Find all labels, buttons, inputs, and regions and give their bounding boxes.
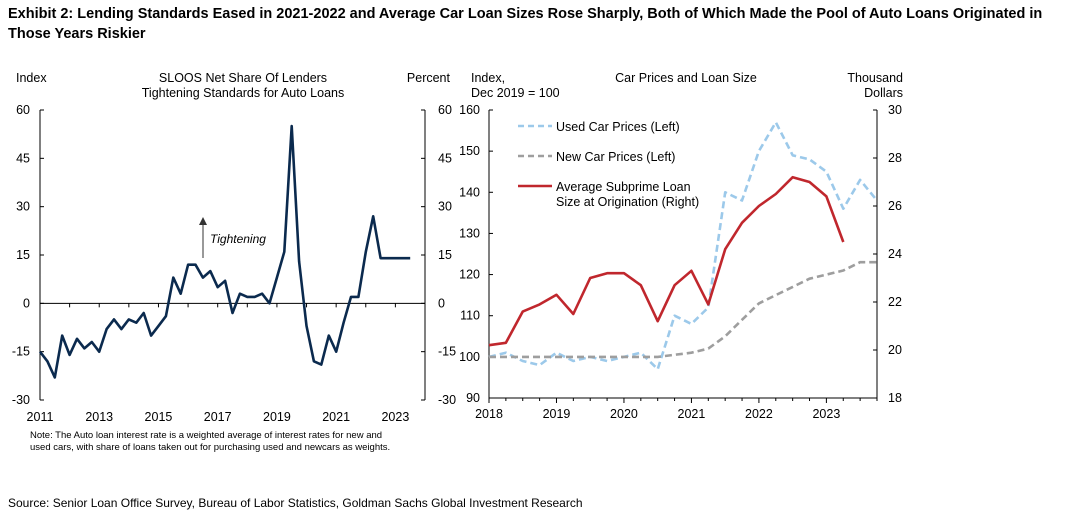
- c2-ytick-label-left: 110: [460, 309, 480, 323]
- tightening-annotation: Tightening: [210, 232, 266, 246]
- c2-ytick-label-right: 24: [888, 247, 902, 261]
- c2-xtick-label: 2019: [543, 407, 571, 421]
- c1-xtick-label: 2021: [322, 410, 350, 424]
- c2-xtick-label: 2018: [475, 407, 503, 421]
- c1-ytick-label-left: 0: [23, 296, 30, 310]
- tightening-arrowhead: [199, 217, 207, 225]
- c1-ytick-label-left: 15: [16, 248, 30, 262]
- c2-xtick-label: 2020: [610, 407, 638, 421]
- c2-legend: Used Car Prices (Left) New Car Prices (L…: [518, 120, 699, 209]
- c2-title: Car Prices and Loan Size: [615, 71, 757, 85]
- c1-ytick-label-right: 60: [438, 103, 452, 117]
- c2-ytick-label-left: 130: [459, 226, 480, 240]
- c1-ytick-label-right: -30: [438, 393, 456, 407]
- legend-label-subprime-line-2: Size at Origination (Right): [556, 195, 699, 209]
- c2-xtick-label: 2021: [678, 407, 706, 421]
- c1-ytick-label-left: -15: [12, 345, 30, 359]
- c1-xtick-label: 2023: [381, 410, 409, 424]
- c1-xtick-label: 2015: [145, 410, 173, 424]
- legend-label-used: Used Car Prices (Left): [556, 120, 680, 134]
- legend-label-new: New Car Prices (Left): [556, 150, 675, 164]
- c2-series-line-2: [488, 175, 845, 347]
- c1-xtick-label: 2017: [204, 410, 232, 424]
- c1-ytick-label-left: 45: [16, 151, 30, 165]
- c2-series: [488, 121, 879, 371]
- c2-xtick-label: 2022: [745, 407, 773, 421]
- note-line-2: used cars, with share of loans taken out…: [30, 442, 390, 453]
- c1-ylabel-right: Percent: [407, 71, 451, 85]
- c2-ytick-label-right: 20: [888, 343, 902, 357]
- c2-ylabel-left-line-1: Index,: [471, 71, 505, 85]
- c2-ylabel-right-line-1: Thousand: [847, 71, 903, 85]
- sloos-chart: Index Percent SLOOS Net Share Of Lenders…: [12, 71, 456, 453]
- c1-ytick-label-left: 60: [16, 103, 30, 117]
- c1-ytick-label-right: 45: [438, 151, 452, 165]
- c1-ytick-label-right: 15: [438, 248, 452, 262]
- c2-ylabel-right-line-2: Dollars: [864, 86, 903, 100]
- c1-ytick-label-left: -30: [12, 393, 30, 407]
- c1-xtick-label: 2011: [27, 410, 54, 424]
- c2-ytick-label-left: 160: [459, 103, 480, 117]
- c1-xtick-label: 2019: [263, 410, 291, 424]
- exhibit-title: Exhibit 2: Lending Standards Eased in 20…: [8, 6, 1043, 42]
- c1-ytick-label-right: -15: [438, 345, 456, 359]
- c2-ytick-label-right: 30: [888, 103, 902, 117]
- c2-xtick-label: 2023: [812, 407, 840, 421]
- legend-label-subprime-line-1: Average Subprime Loan: [556, 180, 691, 194]
- c1-series-line: [38, 124, 411, 379]
- c1-axes: -30 -30 -15 -15 0 0 15 15 30 30 45 45 60 60 2011 2013 20…: [12, 103, 456, 424]
- c2-series-line-0: [488, 121, 879, 371]
- c2-ytick-label-right: 22: [888, 295, 902, 309]
- c2-ytick-label-left: 120: [459, 268, 480, 282]
- c2-ylabel-left-line-2: Dec 2019 = 100: [471, 86, 560, 100]
- source-note: Source: Senior Loan Office Survey, Burea…: [8, 496, 583, 510]
- car-prices-chart: Index, Dec 2019 = 100 Car Prices and Loa…: [459, 71, 903, 421]
- c1-ylabel-left: Index: [16, 71, 47, 85]
- c2-ytick-label-left: 140: [459, 185, 480, 199]
- c2-ytick-label-left: 100: [459, 350, 480, 364]
- c2-ytick-label-right: 26: [888, 199, 902, 213]
- c1-title-line-2: Tightening Standards for Auto Loans: [142, 86, 344, 100]
- c1-ytick-label-right: 30: [438, 200, 452, 214]
- c2-ytick-label-right: 28: [888, 151, 902, 165]
- c2-series-line-1: [489, 260, 877, 359]
- legend-label-subprime: Average Subprime Loan Size at Originatio…: [556, 180, 699, 209]
- note-line-1: Note: The Auto loan interest rate is a w…: [30, 430, 382, 441]
- c2-ytick-label-left: 90: [466, 391, 480, 405]
- c1-title-line-1: SLOOS Net Share Of Lenders: [159, 71, 327, 85]
- c1-series: [38, 124, 411, 379]
- c1-ytick-label-left: 30: [16, 200, 30, 214]
- c1-ytick-label-right: 0: [438, 296, 445, 310]
- c1-xtick-label: 2013: [85, 410, 113, 424]
- c2-axes: 9010011012013014015016018202224262830201…: [459, 103, 902, 421]
- c2-ytick-label-left: 150: [459, 144, 480, 158]
- c2-ytick-label-right: 18: [888, 391, 902, 405]
